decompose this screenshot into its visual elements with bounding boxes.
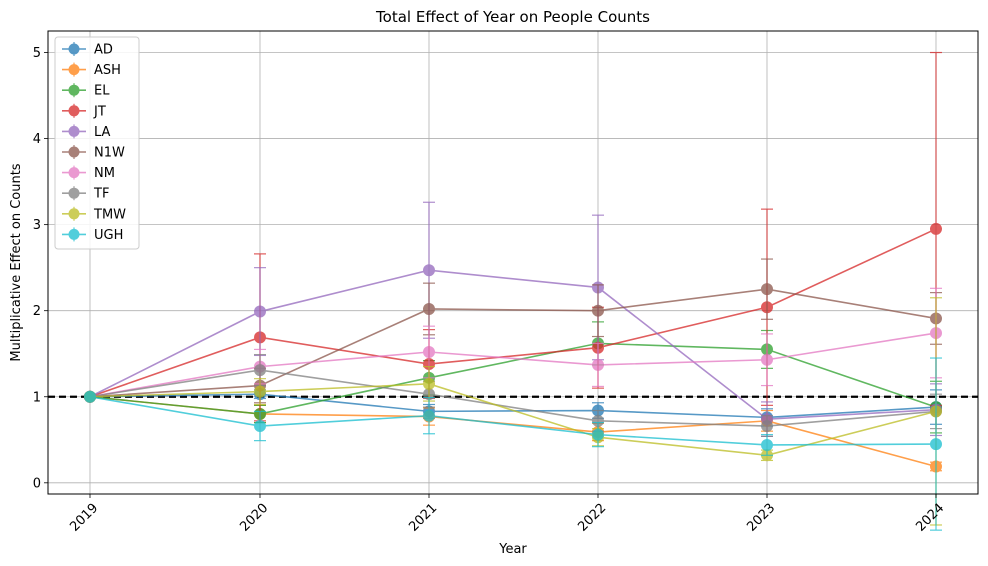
legend-marker [68, 43, 80, 55]
chart-title: Total Effect of Year on People Counts [375, 8, 650, 26]
legend-label: N1W [94, 146, 125, 161]
data-point [423, 346, 435, 359]
legend-label: TMW [93, 207, 126, 222]
legend-item-ugh [62, 227, 86, 242]
legend-marker [68, 84, 80, 96]
data-point [930, 438, 942, 451]
legend: AD ASH EL JT LA N1W NM TF TMW UGH [54, 36, 140, 250]
plot-frame [47, 30, 979, 495]
legend-marker [68, 228, 80, 240]
x-axis-label: Year [498, 542, 527, 557]
series-line [89, 395, 937, 446]
data-point [592, 304, 604, 317]
data-point [254, 364, 266, 377]
legend-marker [68, 105, 80, 117]
series-nm [84, 287, 942, 403]
data-point [761, 438, 773, 451]
legend-marker [68, 208, 80, 220]
y-tick-label: 0 [33, 476, 41, 491]
legend-marker [68, 125, 80, 137]
y-tick-label: 1 [33, 390, 41, 405]
legend-label: EL [94, 84, 110, 99]
legend-item-jt [62, 103, 86, 118]
legend-marker [68, 167, 80, 179]
data-point [254, 420, 266, 433]
series-la [84, 201, 942, 437]
x-tick-label: 2020 [237, 501, 271, 535]
legend-item-ad [62, 42, 86, 56]
data-point [423, 264, 435, 277]
series-ugh [84, 357, 942, 531]
x-tick-label: 2021 [406, 501, 440, 535]
data-point [761, 420, 773, 433]
legend-marker [68, 64, 80, 76]
legend-label: ASH [94, 63, 121, 78]
data-point [761, 353, 773, 366]
series-line [89, 383, 937, 457]
legend-item-tf [62, 186, 86, 201]
series-line [89, 269, 937, 420]
series-line [89, 369, 937, 427]
y-tick-label: 2 [33, 304, 41, 319]
series-layer [84, 51, 942, 531]
legend-label: NM [94, 166, 115, 181]
legend-item-n1w [62, 145, 86, 159]
series-ash [84, 390, 942, 473]
data-point [423, 409, 435, 422]
y-tick-label: 4 [33, 132, 41, 147]
y-tick-label: 5 [33, 46, 41, 61]
x-tick-label: 2022 [575, 501, 609, 535]
legend-item-nm [62, 165, 86, 180]
data-point [930, 222, 942, 235]
series-line [89, 342, 937, 415]
data-point [592, 428, 604, 441]
data-point [761, 283, 773, 296]
series-line [89, 288, 937, 398]
legend-item-el [62, 83, 86, 98]
legend-label: LA [94, 125, 111, 140]
legend-item-la [62, 124, 86, 139]
data-point [592, 358, 604, 371]
data-point [84, 390, 96, 403]
y-axis-label: Multiplicative Effect on Counts [9, 163, 24, 361]
y-tick-label: 3 [33, 218, 41, 233]
series-line [89, 332, 937, 398]
legend-label: UGH [94, 228, 123, 243]
x-tick-label: 2023 [744, 501, 778, 535]
legend-label: AD [94, 43, 113, 58]
legend-item-tmw [62, 206, 86, 221]
series-line [89, 228, 937, 398]
series-n1w [84, 258, 942, 404]
legend-item-ash [62, 62, 86, 77]
legend-marker [68, 187, 80, 199]
data-point [423, 377, 435, 390]
data-point [254, 305, 266, 318]
data-point [423, 302, 435, 315]
legend-marker [68, 146, 80, 158]
legend-label: TF [93, 187, 109, 202]
data-point [254, 385, 266, 398]
legend-label: JT [93, 104, 106, 119]
x-tick-label: 2019 [67, 501, 101, 535]
